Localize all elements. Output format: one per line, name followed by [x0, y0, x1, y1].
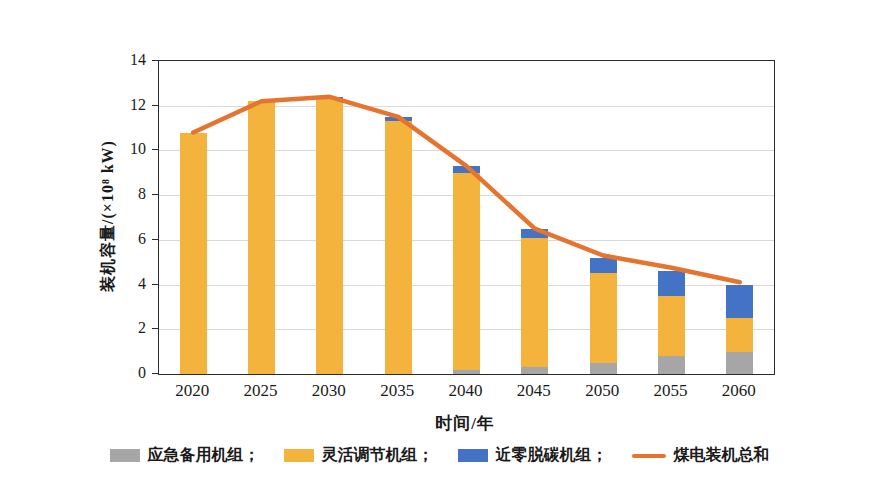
- total-line-layer: [159, 61, 774, 374]
- y-tick-mark: [152, 105, 158, 106]
- y-tick-mark: [152, 328, 158, 329]
- orange-line-swatch: [632, 454, 666, 458]
- y-tick-mark: [152, 149, 158, 150]
- x-tick-label: 2030: [295, 381, 363, 401]
- x-tick-label: 2045: [500, 381, 568, 401]
- y-tick-mark: [152, 194, 158, 195]
- blue-box-swatch: [458, 449, 488, 462]
- legend-item-total-coal-capacity: 煤电装机总和: [632, 445, 770, 466]
- y-tick-label: 2: [106, 319, 146, 337]
- legend-item-flexible-regulation: 灵活调节机组；: [284, 445, 434, 466]
- y-tick-label: 8: [106, 185, 146, 203]
- x-tick-label: 2020: [158, 381, 226, 401]
- total-capacity-line: [193, 97, 740, 282]
- y-tick-mark: [152, 239, 158, 240]
- y-axis-title: 装机容量/(×10⁸ kW): [98, 140, 119, 292]
- y-tick-label: 0: [106, 364, 146, 382]
- y-tick-mark: [152, 284, 158, 285]
- legend-label: 煤电装机总和: [674, 445, 770, 466]
- x-tick-label: 2060: [705, 381, 773, 401]
- legend-label: 灵活调节机组；: [322, 445, 434, 466]
- y-tick-label: 6: [106, 230, 146, 248]
- x-tick-label: 2050: [568, 381, 636, 401]
- x-tick-label: 2055: [637, 381, 705, 401]
- y-tick-label: 14: [106, 51, 146, 69]
- plot-area: [158, 60, 775, 375]
- y-tick-mark: [152, 373, 158, 374]
- y-tick-label: 10: [106, 140, 146, 158]
- legend-item-emergency-backup: 应急备用机组；: [110, 445, 260, 466]
- legend-label: 应急备用机组；: [148, 445, 260, 466]
- x-tick-label: 2040: [432, 381, 500, 401]
- y-tick-mark: [152, 60, 158, 61]
- coal-capacity-stacked-bar-chart: 装机容量/(×10⁸ kW) 02468101214 2020202520302…: [0, 0, 879, 501]
- x-axis-title: 时间/年: [435, 412, 495, 435]
- x-tick-label: 2025: [227, 381, 295, 401]
- yellow-box-swatch: [284, 449, 314, 462]
- legend-item-near-zero-carbon: 近零脱碳机组；: [458, 445, 608, 466]
- legend-label: 近零脱碳机组；: [496, 445, 608, 466]
- gray-box-swatch: [110, 449, 140, 462]
- legend: 应急备用机组； 灵活调节机组； 近零脱碳机组； 煤电装机总和: [0, 445, 879, 466]
- x-tick-label: 2035: [363, 381, 431, 401]
- y-tick-label: 4: [106, 275, 146, 293]
- y-tick-label: 12: [106, 96, 146, 114]
